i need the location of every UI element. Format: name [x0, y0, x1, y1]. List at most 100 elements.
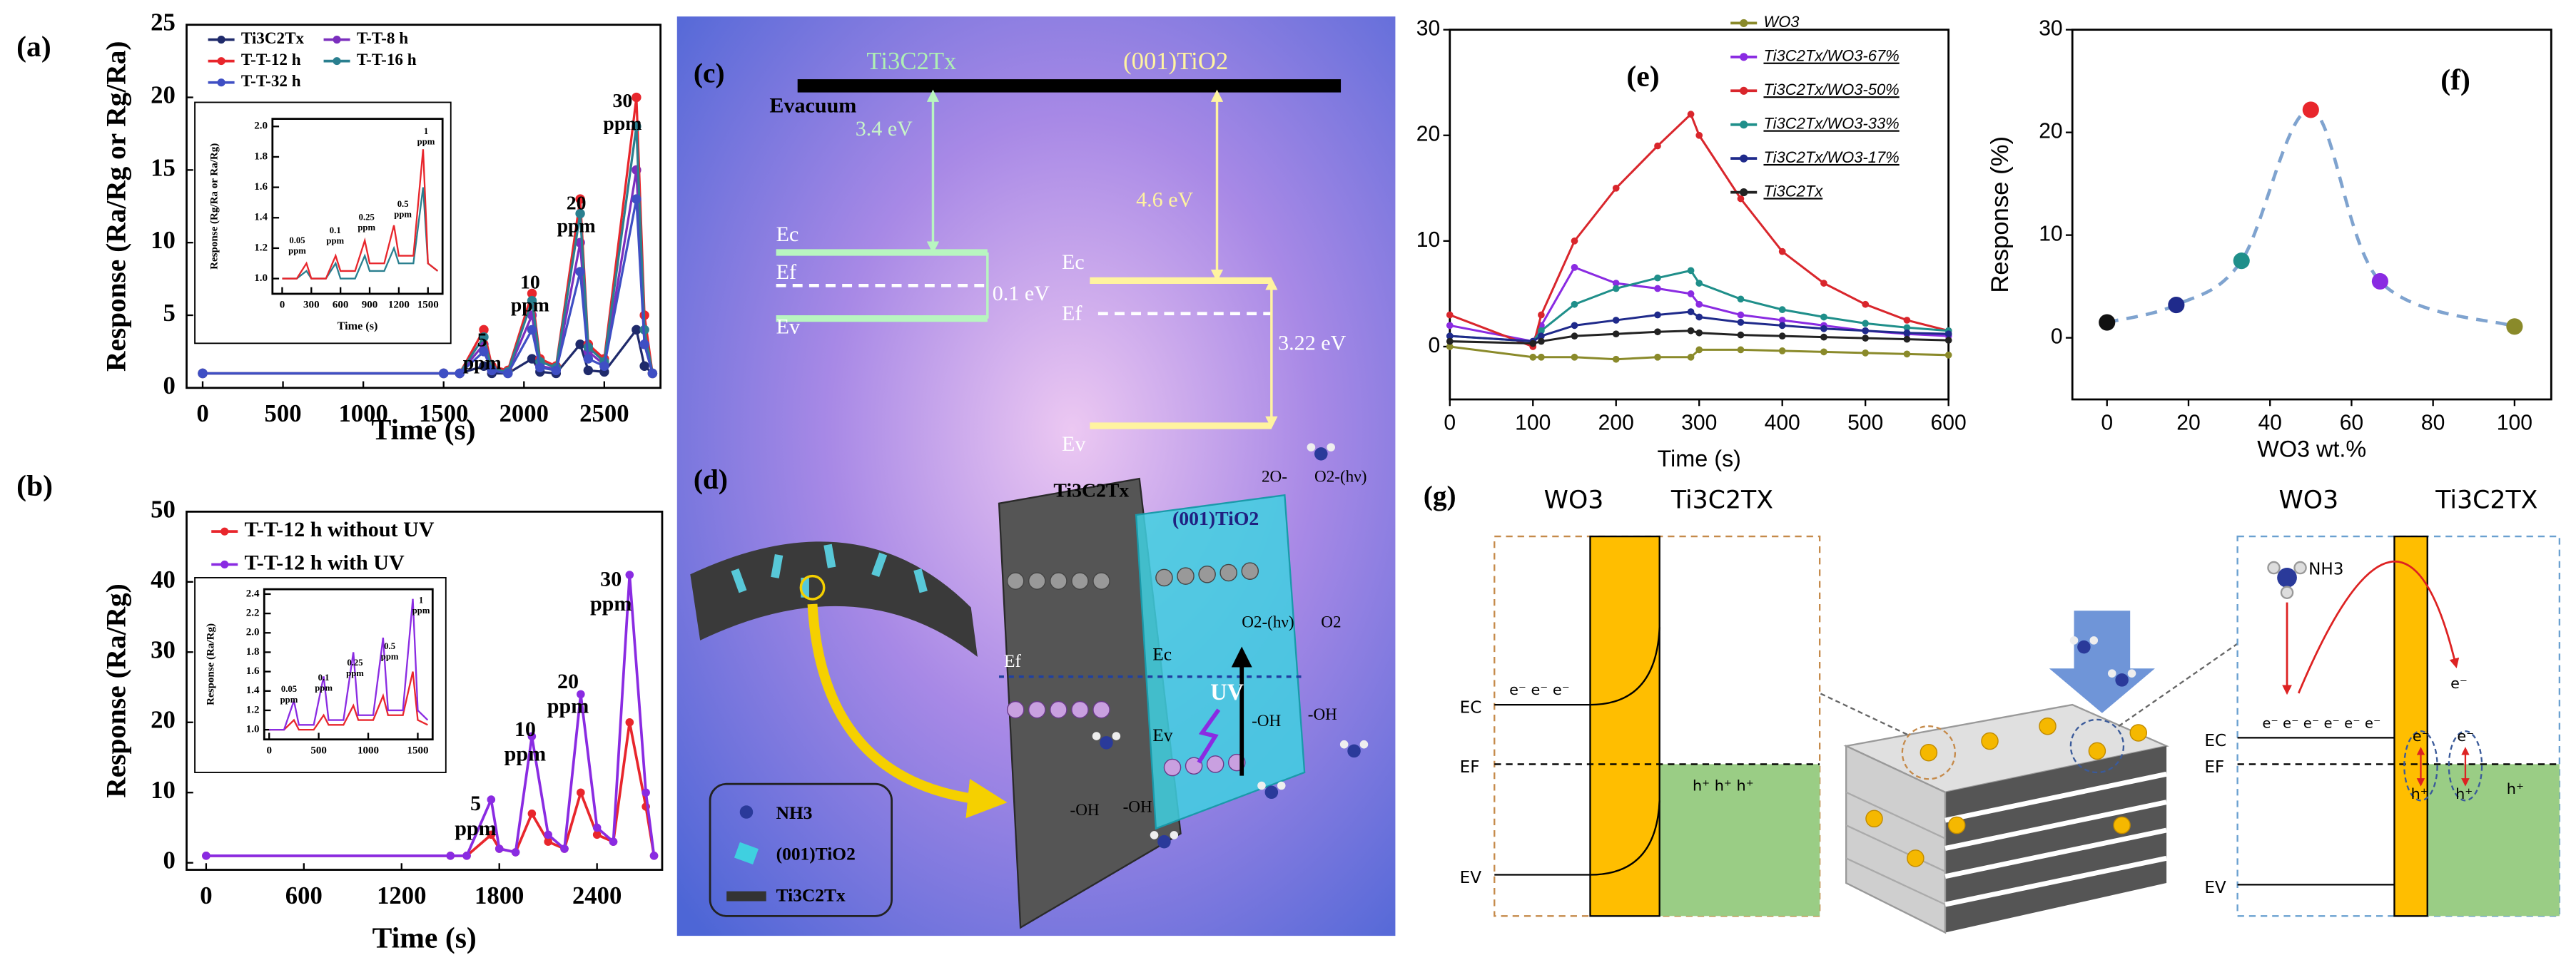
material-label: WO3	[1544, 486, 1604, 515]
legend-label: Ti3C2Tx/WO3-50%	[1763, 81, 1899, 98]
carrier-label: h⁺	[2507, 780, 2524, 797]
species-label: 2O-	[1262, 468, 1287, 486]
diagram-g: (g) WO3 Ti3C2TX EC EF EV e⁻ e⁻ e⁻ h⁺ h⁺ …	[1424, 480, 2561, 934]
diagram-d: (d) Ti3C2Tx (001)TiO2 UV Ef Ec Ev 2O- O2…	[690, 443, 1369, 929]
material-label: (001)TiO2	[1123, 47, 1228, 75]
level-label: EC	[1460, 699, 1482, 718]
legend-label: T-T-8 h	[357, 29, 408, 48]
level-label: Ef	[776, 260, 797, 284]
series-line	[1449, 112, 1949, 348]
data-point	[575, 208, 585, 219]
x-tick-label: 2000	[500, 399, 549, 427]
y-tick-label: 20	[2039, 120, 2062, 143]
legend-label: Ti3C2Tx	[241, 29, 305, 48]
data-point	[1695, 300, 1703, 308]
data-point	[1571, 300, 1578, 308]
y-tick-label: 50	[151, 495, 176, 523]
annotation: 20	[557, 669, 579, 693]
data-point	[1571, 238, 1578, 245]
depletion-layer	[2393, 535, 2428, 917]
data-point	[1571, 264, 1578, 271]
data-point	[438, 368, 449, 379]
data-point	[1820, 313, 1827, 321]
data-point	[1820, 280, 1827, 287]
data-point	[202, 852, 211, 860]
data-point	[1862, 335, 1870, 342]
species-label: -OH	[1070, 801, 1100, 820]
annotation: ppm	[511, 294, 549, 316]
data-point	[1778, 306, 1786, 313]
level-label: Evacuum	[769, 93, 856, 117]
species-label: O2-(hν)	[1314, 468, 1366, 486]
legend-box	[709, 782, 893, 917]
data-point	[1654, 274, 1661, 282]
data-point	[1538, 353, 1545, 361]
fit-curve	[2106, 108, 2515, 328]
y-tick-label: 30	[1416, 17, 1440, 41]
data-point	[632, 325, 642, 335]
nh3-molecule	[2267, 561, 2307, 600]
x-axis-label: Time (s)	[338, 320, 378, 332]
data-point	[544, 837, 552, 846]
level-label: Ev	[1062, 432, 1086, 456]
data-point	[625, 718, 634, 727]
data-point	[1944, 330, 1952, 338]
x-tick-label: 60	[2340, 412, 2363, 435]
data-point	[560, 844, 569, 853]
data-point	[1654, 285, 1661, 292]
x-tick-label: 0	[196, 399, 208, 427]
panel-label: (g)	[1424, 480, 1456, 511]
y-tick-label: 2.4	[246, 588, 260, 599]
series-line	[1449, 330, 1949, 345]
legend-label: WO3	[1763, 13, 1800, 31]
plot-frame	[186, 510, 664, 871]
y-axis-label: Response (Ra/Rg or Rg/Ra)	[101, 41, 132, 372]
y-tick-label: 15	[151, 153, 176, 181]
legend-icon	[739, 805, 754, 819]
level-label: EF	[2204, 758, 2224, 777]
data-point	[1446, 337, 1454, 345]
y-tick-label: 1.2	[246, 704, 260, 715]
data-point	[511, 848, 520, 857]
data-point	[527, 325, 537, 335]
data-point	[1687, 111, 1695, 118]
legend-swatch	[217, 78, 225, 87]
x-tick-label: 0	[1444, 412, 1456, 435]
data-point	[599, 361, 609, 371]
data-point	[1654, 353, 1661, 361]
data-point	[1778, 332, 1786, 340]
annotation: 30	[613, 90, 633, 112]
annotation: 0.25	[359, 212, 375, 222]
material-label: Ti3C2TX	[2435, 486, 2537, 515]
chart: 0 300 600 900 1200 1500 1.0 1.2 1.4 1.6 1.8 2.0 Time…	[194, 101, 452, 344]
y-tick-label: 20	[1416, 123, 1440, 146]
data-point	[1687, 267, 1695, 275]
panel-label: (f)	[2440, 63, 2470, 96]
legend-label: T-T-32 h	[241, 72, 301, 91]
y-tick-label: 25	[151, 9, 176, 36]
y-tick-label: 40	[151, 566, 176, 593]
data-point	[198, 368, 208, 379]
legend-label: T-T-12 h with UV	[244, 550, 405, 574]
legend-swatch	[1740, 121, 1748, 129]
data-point	[583, 365, 594, 376]
data-point	[1571, 353, 1578, 361]
y-tick-label: 1.8	[246, 646, 260, 658]
annotation: ppm	[358, 223, 375, 233]
level-label: Ec	[1062, 250, 1085, 274]
x-tick-label: 300	[303, 300, 320, 311]
diagram-c: (c) Ti3C2Tx (001)TiO2 Evacuum 3.4 eV Ec …	[694, 47, 1347, 456]
x-axis-label: Time (s)	[372, 922, 477, 955]
annotation: 0.1	[330, 225, 341, 235]
data-point	[551, 365, 562, 376]
species-label: -OH	[1308, 705, 1337, 724]
data-point	[535, 362, 545, 373]
data-point	[575, 267, 585, 277]
y-tick-label: 2.0	[246, 627, 260, 638]
annotation: ppm	[603, 113, 642, 135]
tio2-flakes	[731, 543, 928, 598]
carrier-label: e⁻ e⁻ e⁻	[1509, 681, 1570, 698]
annotation: ppm	[455, 816, 497, 840]
